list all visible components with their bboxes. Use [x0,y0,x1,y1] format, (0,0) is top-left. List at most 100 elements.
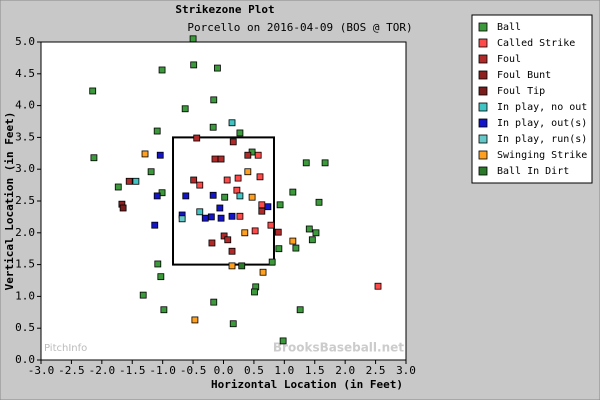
pitch-point [308,236,316,244]
pitch-point [305,225,313,233]
pitch-point [181,105,189,113]
pitch-point [153,127,161,135]
pitch-point [191,316,199,324]
x-tick-label: -0.5 [180,364,207,377]
chart-subtitle: Porcello on 2016-04-09 (BOS @ TOR) [187,21,412,34]
y-tick-label: 4.0 [15,99,35,112]
pitch-point [234,174,242,182]
legend-swatch [478,166,488,176]
pitch-point [178,215,186,223]
y-tick-label: 2.0 [15,226,35,239]
x-tick-label: 1.0 [274,364,294,377]
legend-swatch [478,38,488,48]
legend-swatch [478,118,488,128]
pitch-point [125,177,133,185]
legend-swatch [478,86,488,96]
pitch-point [236,192,244,200]
y-tick-label: 1.5 [15,258,35,271]
y-tick-label: 3.5 [15,130,35,143]
watermark: PitchInfo [44,343,87,354]
strike-zone [172,136,275,266]
pitch-point [302,159,310,167]
y-tick-label: 5.0 [15,35,35,48]
pitch-point [244,151,252,159]
pitch-point [315,198,323,206]
pitch-point [296,306,304,314]
x-tick-label: 3.0 [396,364,416,377]
pitch-point [233,186,241,194]
pitch-point [279,337,287,345]
pitch-point [258,207,266,215]
pitch-point [154,260,162,268]
pitch-point [312,229,320,237]
pitch-point [374,282,382,290]
pitch-point [256,173,264,181]
x-tick-label: 0.5 [244,364,264,377]
legend-box [471,14,593,184]
pitch-point [141,150,149,158]
pitch-point [90,154,98,162]
pitch-point [114,183,122,191]
legend-swatch [478,150,488,160]
pitch-point [151,221,159,229]
pitch-point [189,35,197,43]
legend-label: Swinging Strike [497,150,587,161]
pitch-point [220,232,228,240]
pitch-point [275,245,283,253]
pitch-point [289,188,297,196]
legend-swatch [478,22,488,32]
pitch-point [229,320,237,328]
pitch-point [147,168,155,176]
pitch-point [264,203,272,211]
pitch-point [274,228,282,236]
pitch-point [160,306,168,314]
pitch-point [228,262,236,270]
pitch-point [196,181,204,189]
pitch-point [259,268,267,276]
x-tick-label: -1.0 [149,364,176,377]
pitch-point [208,239,216,247]
pitch-point [241,229,249,237]
pitch-point [190,61,198,69]
pitch-point [321,159,329,167]
pitch-point [228,119,236,127]
pitch-point [210,298,218,306]
x-tick-label: -2.0 [89,364,116,377]
legend-label: In play, out(s) [497,118,587,129]
legend-label: Foul Bunt [497,70,551,81]
pitch-point [224,236,232,244]
pitch-point [207,213,215,221]
pitch-point [254,151,262,159]
pitch-point [157,273,165,281]
pitch-point [289,237,297,245]
y-tick-label: 4.5 [15,67,35,80]
pitch-point [251,288,258,296]
pitch-point [119,204,127,212]
legend-label: In play, no out [497,102,587,113]
pitch-point [248,193,256,201]
pitch-point [217,155,225,163]
pitch-point [214,64,221,72]
pitch-point [89,87,97,95]
pitch-point [196,208,204,216]
x-tick-label: 1.5 [305,364,325,377]
pitch-point [193,134,201,142]
pitch-point [236,212,244,220]
y-axis-label: Vertical Location (in Feet) [3,112,16,291]
pitch-point [258,201,266,209]
y-tick-label: 0.5 [15,321,35,334]
pitch-point [228,247,236,255]
pitch-point [209,123,217,131]
legend: Ball Called Strike Foul Foul Bunt Foul Tip In… [471,14,593,184]
pitch-point [153,192,161,200]
x-tick-label: 2.0 [335,364,355,377]
legend-swatch [478,102,488,112]
x-tick-label: -2.5 [58,364,85,377]
pitch-point [292,244,300,252]
pitch-point [221,193,229,201]
pitch-point [229,138,237,146]
legend-label: Foul Tip [497,86,545,97]
x-tick-label: 0.0 [214,364,234,377]
pitch-point [182,192,190,200]
